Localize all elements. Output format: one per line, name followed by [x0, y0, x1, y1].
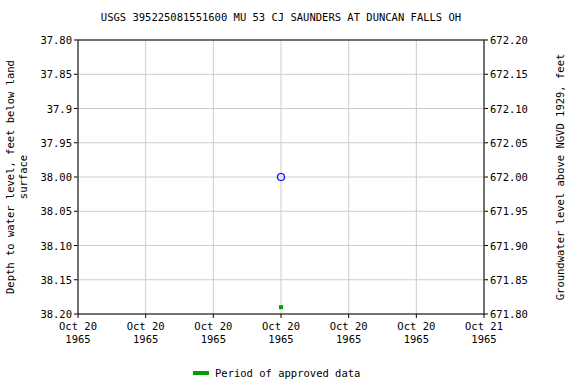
y-axis-label-line: surface — [17, 155, 29, 199]
x-tick-label-line: 1965 — [471, 333, 496, 345]
y-tick — [74, 211, 78, 212]
y-tick-label: 38.00 — [40, 171, 72, 183]
x-tick — [416, 314, 417, 318]
x-tick-label: Oct 201965 — [127, 320, 165, 345]
y-tick-label: 38.20 — [40, 308, 72, 320]
x-tick-label: Oct 201965 — [330, 320, 368, 345]
y-tick — [74, 177, 78, 178]
x-tick — [484, 314, 485, 318]
plot-area — [278, 174, 285, 310]
y2-label-group: Groundwater level above NGVD 1929, feet — [554, 54, 566, 301]
x-tick-label-line: Oct 20 — [262, 320, 300, 332]
y-tick — [74, 314, 78, 315]
y2-tick-label: 672.20 — [490, 34, 528, 46]
y2-tick — [484, 211, 488, 212]
y2-tick — [484, 142, 488, 143]
x-tick-label-line: 1965 — [201, 333, 226, 345]
y-axis-label-line: Depth to water level, feet below land — [4, 60, 16, 294]
grid-line — [281, 40, 282, 314]
y2-tick-label: 671.90 — [490, 240, 528, 252]
y2-tick — [484, 74, 488, 75]
data-point — [278, 174, 285, 181]
y2-axis-label-line: Groundwater level above NGVD 1929, feet — [554, 54, 566, 301]
y2-tick-label: 671.95 — [490, 205, 528, 217]
y2-tick-label: 671.85 — [490, 274, 528, 286]
x-tick — [213, 314, 214, 318]
y-axis-label: Depth to water level, feet below landsur… — [4, 60, 29, 294]
chart: USGS 395225081551600 MU 53 CJ SAUNDERS A… — [0, 0, 576, 384]
data-point — [279, 305, 283, 309]
x-tick-label: Oct 201965 — [397, 320, 435, 345]
y2-tick-label: 672.15 — [490, 68, 528, 80]
y2-tick — [484, 108, 488, 109]
y-tick-label: 38.10 — [40, 240, 72, 252]
grid-line — [416, 40, 417, 314]
legend-label: Period of approved data — [215, 367, 360, 379]
x-tick — [348, 314, 349, 318]
x-tick-label: Oct 201965 — [59, 320, 97, 345]
x-tick — [78, 314, 79, 318]
y-tick — [74, 279, 78, 280]
x-tick-label: Oct 211965 — [465, 320, 503, 345]
x-tick-label-line: Oct 20 — [194, 320, 232, 332]
y2-tick — [484, 279, 488, 280]
legend-swatch — [193, 371, 209, 375]
x-tick-label-line: Oct 20 — [127, 320, 165, 332]
x-tick — [145, 314, 146, 318]
x-tick-label: Oct 201965 — [194, 320, 232, 345]
y2-tick-label: 671.80 — [490, 308, 528, 320]
y2-tick-label: 672.10 — [490, 103, 528, 115]
y-tick-label: 38.05 — [40, 205, 72, 217]
grid-line — [348, 40, 349, 314]
x-tick-label-line: 1965 — [404, 333, 429, 345]
grid-line — [145, 40, 146, 314]
y2-axis-label: Groundwater level above NGVD 1929, feet — [554, 54, 566, 301]
x-tick-label-line: 1965 — [336, 333, 361, 345]
y-tick-label: 37.9 — [47, 103, 72, 115]
y-tick — [74, 74, 78, 75]
plot-frame — [78, 40, 484, 314]
y2-tick-label: 672.00 — [490, 171, 528, 183]
y-tick — [74, 142, 78, 143]
x-tick-label-line: Oct 20 — [59, 320, 97, 332]
x-tick-label-line: Oct 20 — [397, 320, 435, 332]
y-tick-label: 37.85 — [40, 68, 72, 80]
x-tick-label-line: 1965 — [268, 333, 293, 345]
title: USGS 395225081551600 MU 53 CJ SAUNDERS A… — [101, 11, 461, 23]
y2-tick-label: 672.05 — [490, 137, 528, 149]
x-tick-label-line: Oct 20 — [330, 320, 368, 332]
y-tick-label: 37.95 — [40, 137, 72, 149]
x-tick-label-line: Oct 21 — [465, 320, 503, 332]
x-tick-label: Oct 201965 — [262, 320, 300, 345]
y-label-group: Depth to water level, feet below landsur… — [4, 60, 29, 294]
y-tick-label: 37.80 — [40, 34, 72, 46]
y-tick — [74, 245, 78, 246]
y-tick — [74, 40, 78, 41]
y2-tick — [484, 245, 488, 246]
x-tick-label-line: 1965 — [133, 333, 158, 345]
grid-line — [213, 40, 214, 314]
y2-tick — [484, 177, 488, 178]
y2-tick — [484, 40, 488, 41]
y-tick — [74, 108, 78, 109]
x-tick — [281, 314, 282, 318]
x-tick-label-line: 1965 — [65, 333, 90, 345]
y-tick-label: 38.15 — [40, 274, 72, 286]
y2-tick — [484, 314, 488, 315]
